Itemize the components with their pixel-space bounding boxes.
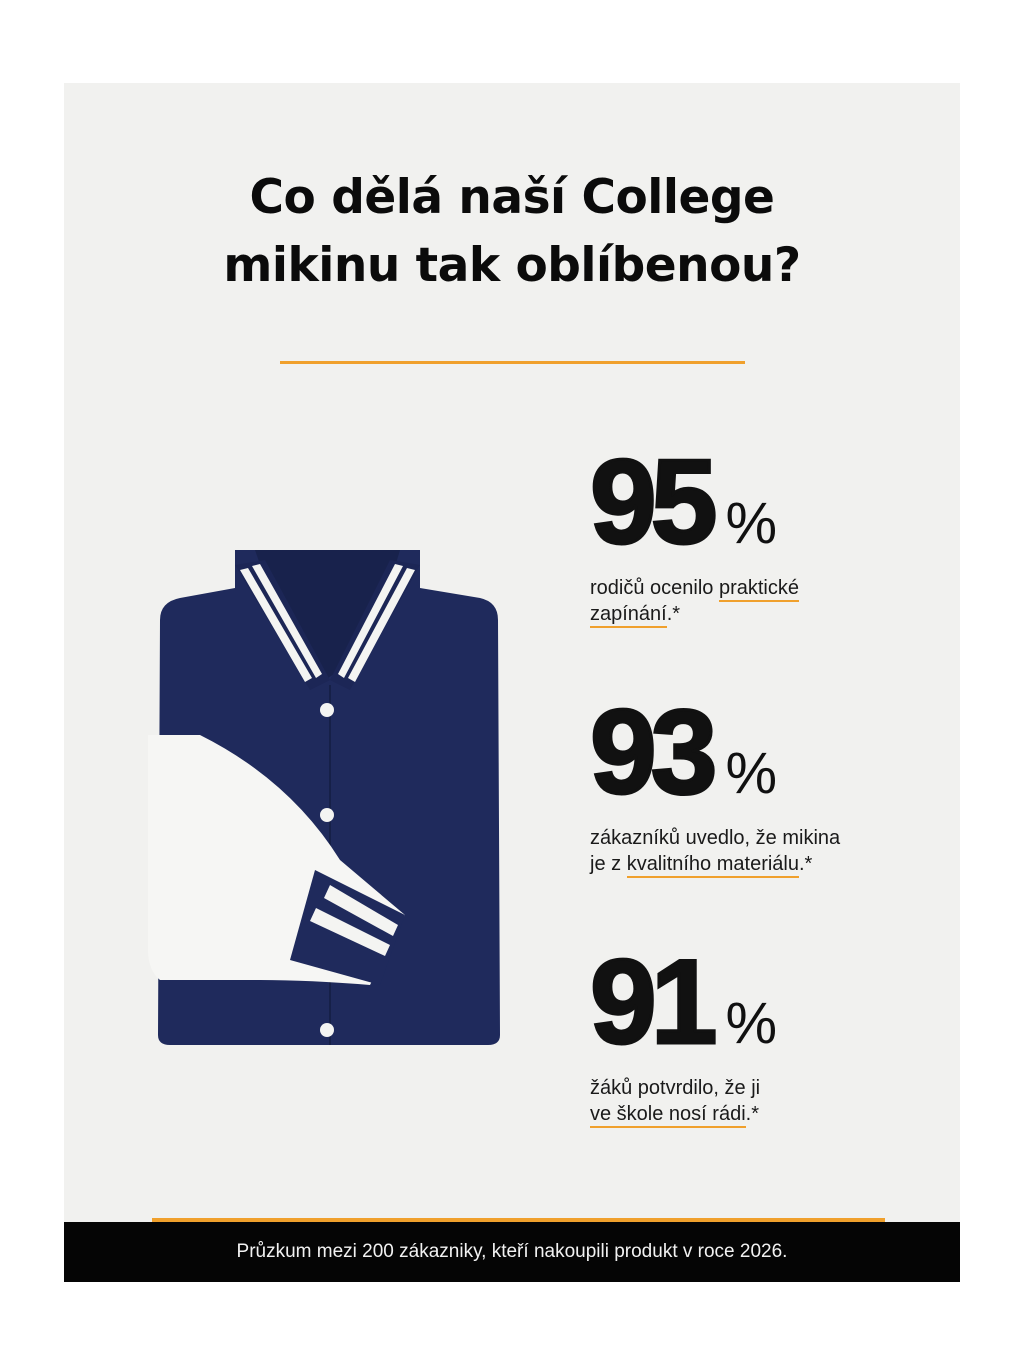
stat-description: rodičů ocenilo praktické zapínání.*: [590, 575, 799, 628]
stat-description: žáků potvrdilo, že ji ve škole nosí rádi…: [590, 1075, 777, 1128]
desc-text: zákazníků uvedlo, že mikina: [590, 827, 841, 849]
stat-value: 95: [588, 435, 719, 569]
snap-button: [320, 808, 334, 822]
desc-footnote-mark: .*: [799, 853, 813, 875]
title-line-1: Co dělá naší College: [249, 170, 775, 225]
percent-sign: %: [725, 491, 778, 556]
desc-text: rodičů ocenilo: [590, 577, 719, 599]
stat-value: 93: [588, 685, 719, 819]
desc-highlight: zapínání: [590, 603, 667, 628]
title-divider: [280, 361, 745, 364]
footer-note: Průzkum mezi 200 zákazniky, kteří nakoup…: [64, 1222, 960, 1282]
jacket-image: [148, 550, 500, 1045]
desc-highlight: praktické: [718, 577, 799, 602]
footer-divider: [152, 1218, 885, 1222]
snap-button: [320, 1023, 334, 1037]
stat-95: 95% rodičů ocenilo praktické zapínání.*: [588, 435, 799, 628]
stat-description: zákazníků uvedlo, že mikina je z kvalitn…: [590, 825, 841, 878]
snap-button: [320, 703, 334, 717]
stat-93: 93% zákazníků uvedlo, že mikina je z kva…: [588, 685, 841, 878]
desc-highlight: kvalitního materiálu: [626, 853, 799, 878]
desc-highlight: ve škole nosí rádi: [590, 1103, 746, 1128]
stat-91: 91% žáků potvrdilo, že ji ve škole nosí …: [588, 935, 778, 1128]
desc-footnote-mark: .*: [745, 1103, 759, 1125]
stat-value: 91: [588, 935, 719, 1069]
desc-footnote-mark: .*: [666, 603, 681, 625]
percent-sign: %: [725, 991, 778, 1056]
desc-text: je z: [590, 853, 627, 875]
percent-sign: %: [725, 741, 778, 806]
page-title: Co dělá naší College mikinu tak oblíbeno…: [64, 164, 960, 300]
desc-text: žáků potvrdilo, že ji: [590, 1077, 761, 1099]
title-line-2: mikinu tak oblíbenou?: [223, 238, 801, 293]
